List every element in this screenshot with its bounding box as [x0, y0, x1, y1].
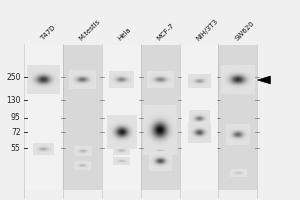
Text: 55: 55	[11, 144, 20, 153]
Bar	[180, 45, 218, 190]
Text: M.testis: M.testis	[78, 18, 102, 42]
Bar	[141, 45, 180, 190]
Text: MCF-7: MCF-7	[156, 22, 176, 42]
Text: 72: 72	[11, 128, 20, 137]
Text: T47D: T47D	[39, 24, 56, 42]
Polygon shape	[257, 76, 270, 84]
Bar	[102, 45, 141, 190]
Bar	[218, 45, 257, 190]
Text: Hela: Hela	[117, 26, 132, 42]
Text: SW620: SW620	[234, 20, 255, 42]
Text: NIH/3T3: NIH/3T3	[195, 17, 219, 42]
Bar	[63, 45, 102, 190]
Bar	[24, 45, 63, 190]
Text: 250: 250	[6, 73, 20, 82]
Text: 130: 130	[6, 96, 20, 105]
Text: 95: 95	[11, 113, 20, 122]
Bar	[24, 45, 257, 190]
